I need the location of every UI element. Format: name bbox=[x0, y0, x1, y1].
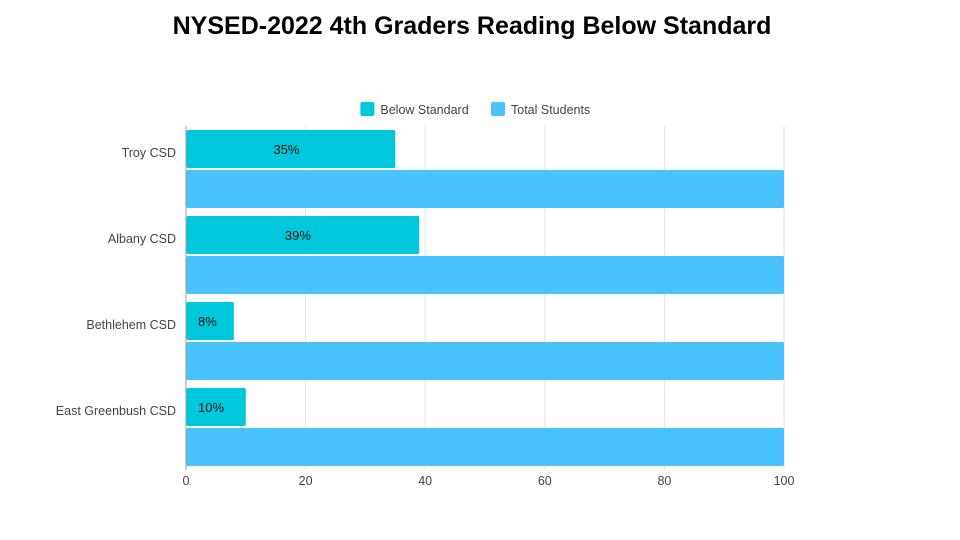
category-label-albany-csd: Albany CSD bbox=[108, 232, 176, 246]
data-label-east-greenbush-csd: 10% bbox=[198, 400, 224, 415]
chart-legend: Below Standard Total Students bbox=[360, 102, 590, 117]
chart-bars bbox=[186, 130, 784, 466]
x-tick-label: 20 bbox=[299, 474, 313, 488]
category-label-bethlehem-csd: Bethlehem CSD bbox=[86, 318, 176, 332]
bar-below-standard-east-greenbush-csd bbox=[186, 388, 246, 426]
bar-total-students-albany-csd bbox=[186, 256, 784, 294]
legend-swatch-total-students bbox=[491, 102, 505, 116]
bar-below-standard-bethlehem-csd bbox=[186, 302, 234, 340]
category-axis: Troy CSD Albany CSD Bethlehem CSD East Gree… bbox=[56, 146, 176, 418]
bar-total-students-east-greenbush-csd bbox=[186, 428, 784, 466]
data-label-troy-csd: 35% bbox=[273, 142, 299, 157]
data-label-albany-csd: 39% bbox=[285, 228, 311, 243]
data-label-bethlehem-csd: 8% bbox=[198, 314, 217, 329]
x-tick-label: 60 bbox=[538, 474, 552, 488]
x-tick-label: 0 bbox=[183, 474, 190, 488]
chart-title: NYSED-2022 4th Graders Reading Below Sta… bbox=[172, 12, 772, 40]
bar-below-standard-troy-csd bbox=[186, 130, 396, 168]
legend-swatch-below-standard bbox=[360, 102, 375, 116]
legend-label-total-students: Total Students bbox=[511, 103, 590, 117]
x-tick-label: 80 bbox=[657, 474, 671, 488]
bar-total-students-bethlehem-csd bbox=[186, 342, 784, 380]
bar-below-standard-albany-csd bbox=[186, 216, 420, 254]
x-tick-label: 40 bbox=[418, 474, 432, 488]
legend-label-below-standard: Below Standard bbox=[380, 103, 468, 117]
category-label-east-greenbush-csd: East Greenbush CSD bbox=[56, 404, 176, 418]
category-label-troy-csd: Troy CSD bbox=[122, 146, 176, 160]
bar-total-students-troy-csd bbox=[186, 170, 784, 208]
data-labels: 35% 39% 8% 10% bbox=[198, 142, 311, 415]
x-tick-label: 100 bbox=[774, 474, 795, 488]
value-axis: 0 20 40 60 80 100 bbox=[183, 474, 795, 488]
